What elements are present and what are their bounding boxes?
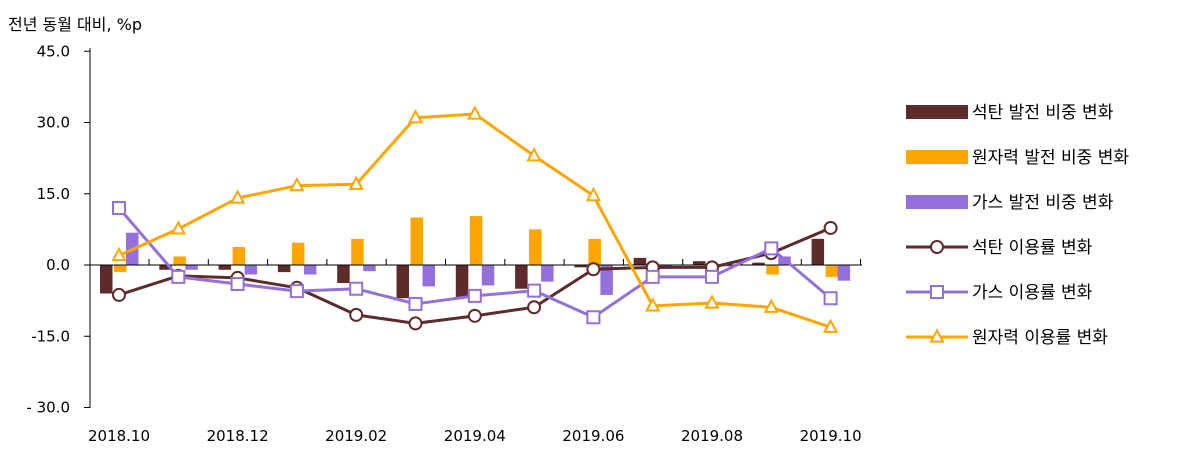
axis-layer: 45.0 30.0 15.0 0.0 -15.0 - 30.0 2018.10 2018.12… [26, 42, 862, 445]
bar [600, 265, 613, 295]
line-marker [289, 284, 304, 299]
line-marker [112, 201, 126, 215]
line-marker [764, 241, 779, 256]
line-marker [823, 291, 838, 306]
legend-label: 원자력 발전 비중 변화 [972, 148, 1129, 168]
bar [455, 265, 469, 299]
line-marker [467, 288, 482, 303]
y-tick-label: 45.0 [37, 42, 70, 60]
x-tick-label: 2019.06 [562, 427, 624, 445]
line-marker [645, 297, 661, 312]
bar [541, 265, 554, 282]
x-tick-label: 2019.10 [800, 427, 862, 445]
line-marker [527, 283, 542, 298]
line-marker [467, 105, 483, 120]
line-marker [408, 316, 423, 331]
legend-label: 석탄 이용률 변화 [972, 238, 1093, 258]
legend-swatch [906, 195, 968, 209]
bar [337, 265, 350, 284]
line-marker [408, 296, 423, 311]
y-tick-label: 15.0 [37, 185, 70, 203]
x-tick-label: 2019.04 [444, 427, 506, 445]
bar [291, 242, 305, 265]
bar [114, 265, 127, 273]
y-tick-label: 0.0 [46, 256, 70, 274]
bar [173, 256, 186, 265]
line-marker [586, 262, 601, 277]
y-tick-label: 30.0 [37, 114, 70, 132]
bar [303, 265, 317, 275]
bar [244, 265, 258, 275]
line-marker [585, 186, 602, 202]
y-tick-label: -15.0 [31, 327, 70, 345]
bar [529, 229, 542, 265]
legend-label: 가스 발전 비중 변화 [972, 193, 1114, 213]
line-marker [348, 175, 364, 190]
line-marker [467, 308, 482, 323]
bar [752, 262, 765, 265]
line-marker [930, 240, 944, 254]
legend-label: 가스 이용률 변화 [972, 283, 1093, 303]
legend-swatch [906, 105, 968, 119]
line-marker [111, 246, 127, 262]
line-marker [822, 318, 839, 333]
line-marker [407, 109, 424, 124]
bar [811, 238, 825, 265]
legend-label: 석탄 발전 비중 변화 [972, 103, 1114, 123]
line-marker [170, 220, 186, 235]
bar [185, 265, 198, 270]
x-tick-label: 2019.02 [325, 427, 387, 445]
line-marker [763, 298, 779, 313]
bar [232, 246, 246, 265]
line-marker [930, 285, 944, 299]
line-marker [704, 294, 720, 309]
bar [837, 265, 851, 281]
bar [410, 217, 423, 265]
line-marker [823, 220, 838, 235]
line-marker [526, 147, 542, 162]
bars-layer [100, 216, 851, 299]
legend-swatch [906, 150, 968, 164]
line-marker [112, 287, 126, 302]
line-marker [586, 310, 601, 325]
bar [159, 265, 172, 270]
bar [363, 265, 376, 272]
line-marker [349, 307, 364, 322]
bar [574, 265, 587, 268]
line-marker [705, 269, 719, 284]
bar [100, 265, 113, 294]
line-marker [527, 300, 542, 315]
lines-layer [111, 105, 839, 333]
x-tick-label: 2019.08 [681, 427, 743, 445]
bar [469, 216, 483, 265]
bar [588, 238, 601, 265]
line-marker [645, 269, 660, 284]
bar [277, 265, 291, 273]
line-marker [230, 277, 245, 291]
bar [693, 261, 706, 265]
y-tick-label: - 30.0 [26, 399, 70, 417]
line-marker [171, 269, 186, 284]
x-tick-label: 2018.12 [207, 427, 269, 445]
x-tick-label: 2018.10 [88, 427, 150, 445]
bar [218, 265, 232, 270]
line-marker [929, 328, 945, 343]
bar [422, 265, 435, 287]
bar [396, 265, 409, 299]
bar [633, 257, 647, 265]
line-marker [229, 189, 246, 204]
unit-label: 전년 동월 대비, %p [8, 15, 142, 34]
bar [351, 238, 364, 265]
legend-label: 원자력 이용률 변화 [972, 328, 1108, 348]
bar [825, 265, 839, 277]
bar [481, 265, 495, 286]
bar [766, 265, 779, 275]
bar [515, 265, 528, 289]
line-marker [289, 176, 305, 192]
line-marker [349, 281, 364, 296]
